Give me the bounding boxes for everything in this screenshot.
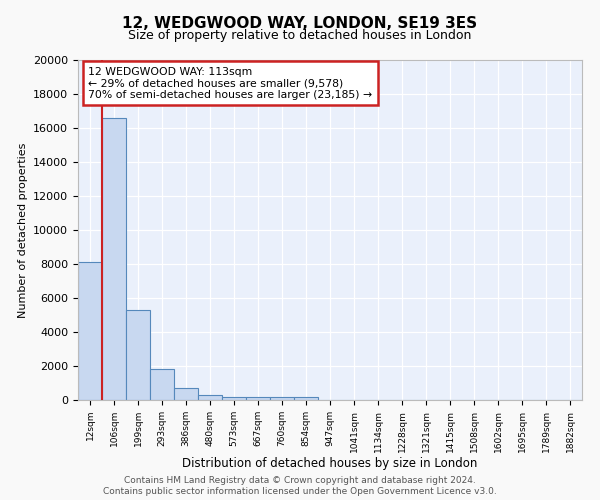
Text: 12, WEDGWOOD WAY, LONDON, SE19 3ES: 12, WEDGWOOD WAY, LONDON, SE19 3ES (122, 16, 478, 31)
Y-axis label: Number of detached properties: Number of detached properties (17, 142, 28, 318)
Text: 12 WEDGWOOD WAY: 113sqm
← 29% of detached houses are smaller (9,578)
70% of semi: 12 WEDGWOOD WAY: 113sqm ← 29% of detache… (88, 67, 372, 100)
Bar (174, 388, 198, 400)
Bar (102, 118, 126, 400)
Text: Size of property relative to detached houses in London: Size of property relative to detached ho… (128, 28, 472, 42)
Text: Contains HM Land Registry data © Crown copyright and database right 2024.: Contains HM Land Registry data © Crown c… (124, 476, 476, 485)
X-axis label: Distribution of detached houses by size in London: Distribution of detached houses by size … (182, 458, 478, 470)
Bar (222, 396, 246, 400)
Bar (270, 397, 294, 400)
Bar (78, 262, 102, 400)
Bar (150, 368, 174, 400)
Text: Contains public sector information licensed under the Open Government Licence v3: Contains public sector information licen… (103, 487, 497, 496)
Bar (126, 310, 150, 400)
Bar (246, 397, 270, 400)
Bar (294, 398, 318, 400)
Bar (198, 395, 222, 400)
